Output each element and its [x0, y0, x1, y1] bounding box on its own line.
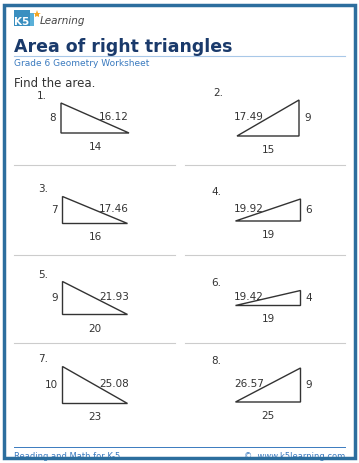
Text: 26.57: 26.57 [234, 379, 264, 389]
Text: Reading and Math for K-5: Reading and Math for K-5 [14, 452, 120, 461]
Text: 23: 23 [88, 413, 102, 423]
Text: 19: 19 [261, 230, 275, 240]
Text: 19.42: 19.42 [234, 292, 264, 302]
Text: 16.12: 16.12 [99, 112, 129, 122]
Text: Learning: Learning [40, 16, 85, 26]
Text: 25: 25 [261, 411, 275, 421]
Text: 1.: 1. [37, 91, 47, 101]
Text: 6.: 6. [211, 279, 222, 288]
Bar [20, 13, 34, 26]
Text: 3.: 3. [38, 184, 48, 194]
Text: 21.93: 21.93 [99, 292, 129, 302]
Text: 9: 9 [51, 293, 57, 303]
Text: 2.: 2. [213, 88, 223, 98]
Text: 9: 9 [304, 113, 311, 123]
Text: 9: 9 [306, 380, 312, 390]
Text: 20: 20 [88, 324, 102, 333]
Text: 19.92: 19.92 [234, 204, 264, 214]
Text: 17.49: 17.49 [234, 112, 264, 122]
Text: K5: K5 [14, 17, 30, 27]
Text: 17.46: 17.46 [99, 204, 129, 214]
Text: 5.: 5. [38, 269, 48, 280]
Text: 19: 19 [261, 314, 275, 325]
Text: Find the area.: Find the area. [14, 77, 95, 90]
Text: Grade 6 Geometry Worksheet: Grade 6 Geometry Worksheet [14, 59, 149, 68]
Text: 7.: 7. [38, 355, 48, 364]
Text: 8.: 8. [211, 356, 222, 366]
Text: 16: 16 [88, 232, 102, 243]
Text: 4.: 4. [211, 187, 222, 197]
Text: 8: 8 [50, 113, 56, 123]
Text: Area of right triangles: Area of right triangles [14, 38, 233, 56]
Text: 14: 14 [88, 142, 102, 152]
Text: 10: 10 [45, 380, 57, 390]
Text: 15: 15 [261, 145, 275, 155]
Bar [14, 10, 30, 26]
Text: 25.08: 25.08 [99, 379, 129, 389]
Text: 4: 4 [306, 293, 312, 303]
Text: 7: 7 [51, 205, 57, 215]
Text: 6: 6 [306, 205, 312, 215]
Text: ©  www.k5learning.com: © www.k5learning.com [244, 452, 345, 461]
